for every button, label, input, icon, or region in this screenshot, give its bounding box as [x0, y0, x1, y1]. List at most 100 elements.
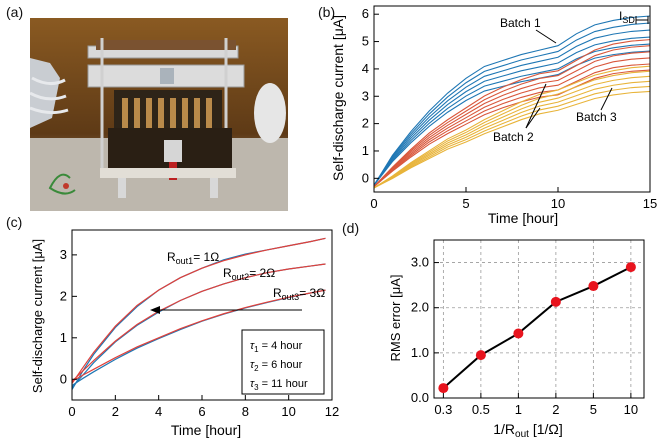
chart-c-ylabel: Self-discharge current [μA]: [30, 239, 45, 393]
batch1-line-6: [373, 15, 651, 186]
batch3-line-1: [373, 90, 651, 189]
chart-b-xtick-label: 5: [462, 196, 469, 211]
curve-label-rout3: Rout3= 3Ω: [273, 286, 325, 302]
chart-d-points: [438, 262, 636, 394]
chart-d-ticks: 0.3 0.5 1 2 5 10 0.0 1.0 2.0 3.0: [411, 255, 638, 417]
chart-b-ytick-label: 1: [362, 143, 369, 158]
chart-d-point: [588, 281, 599, 292]
chart-d-point: [438, 383, 449, 394]
batch3-line-2: [373, 85, 651, 189]
chart-d-ytick-label: 2.0: [411, 300, 429, 315]
curve-label-rout1: Rout1= 1Ω: [167, 250, 219, 266]
chart-d-point: [625, 262, 636, 273]
chart-b-xtick-label: 0: [370, 196, 377, 211]
chart-d-ytick-label: 1.0: [411, 345, 429, 360]
chart-d-xtick-label: 2: [552, 402, 559, 417]
chart-d-connector: [442, 266, 632, 389]
panel-label-a: (a): [6, 4, 24, 20]
batch1-label: Batch 1: [500, 16, 541, 30]
chart-c-xlabel: Time [hour]: [171, 422, 241, 438]
chart-b-ytick-label: 6: [362, 6, 369, 21]
chart-d-point: [513, 328, 524, 339]
batch2-line-3: [373, 57, 651, 187]
chart-c-xtick-label: 6: [198, 404, 205, 419]
chart-d-frame: [433, 239, 645, 399]
panel-label-d: (d): [342, 220, 360, 236]
chart-b-ylabel: Self-discharge current [μA]: [330, 15, 346, 181]
chart-d-point: [475, 350, 486, 361]
batch3-line-4: [373, 75, 651, 189]
chart-c-series-6: [71, 289, 326, 382]
chart-c-xtick-label: 10: [281, 404, 295, 419]
chart-d-ytick-label: 3.0: [411, 255, 429, 270]
batch1-line-5: [373, 22, 651, 186]
legend-tau2: τ2 = 6 hour: [250, 359, 303, 373]
chart-c-series-2: [71, 237, 326, 384]
chart-d-xtick-label: 1: [515, 402, 522, 417]
curve-label-rout2: Rout2= 2Ω: [223, 266, 275, 282]
batch3-pointer: [600, 87, 613, 111]
batch2-line-1: [373, 69, 651, 187]
legend-tau1: τ1 = 4 hour: [250, 340, 303, 354]
chart-d-xtick-label: 0.3: [434, 402, 452, 417]
chart-d-xtick-label: 0.5: [472, 402, 490, 417]
chart-c-xtick-label: 12: [325, 404, 339, 419]
batch1-line-4: [373, 29, 651, 186]
chart-d-xtick-label: 5: [590, 402, 597, 417]
chart-b-xlabel: Time [hour]: [488, 210, 558, 226]
panel-label-c: (c): [6, 214, 23, 230]
batch2-label: Batch 2: [493, 130, 534, 144]
chart-c-series-4: [71, 263, 326, 382]
chart-d: 0.3 0.5 1 2 5 10 0.0 1.0 2.0 3.0 1/Rout [1/Ω] RMS…: [388, 239, 645, 440]
chart-b-ytick-label: 4: [362, 61, 369, 76]
batch2-line-4: [373, 51, 651, 187]
chart-d-point: [550, 296, 561, 307]
trend-arrow-head: [150, 306, 160, 314]
chart-c-xtick-label: 4: [155, 404, 162, 419]
chart-b-lines: [373, 15, 651, 189]
chart-d-ytick-label: 0.0: [411, 390, 429, 405]
batch2-line-6: [373, 39, 651, 187]
chart-c-lines: [71, 237, 326, 390]
batch2-line-2: [373, 63, 651, 187]
chart-c-xtick-label: 0: [68, 404, 75, 419]
chart-c-ytick-label: 3: [60, 247, 67, 262]
chart-c-xtick-label: 2: [112, 404, 119, 419]
chart-c-ytick-label: 1: [60, 330, 67, 345]
chart-c-xtick-label: 8: [242, 404, 249, 419]
chart-b-xtick-label: 15: [643, 196, 657, 211]
batch2-line-5: [373, 45, 651, 187]
setup-photo: [30, 18, 288, 211]
chart-b-ytick-label: 3: [362, 88, 369, 103]
chart-b-ticks: 0 5 10 15 0 1 2 3 4 5 6: [362, 6, 657, 211]
chart-b: 0 5 10 15 0 1 2 3 4 5 6 Time [hour] Self-discharge…: [330, 5, 657, 226]
batch3-line-6: [373, 65, 651, 189]
chart-b-frame: [373, 5, 651, 193]
chart-b-ytick-label: 5: [362, 34, 369, 49]
batch2-pointer-b: [525, 107, 541, 129]
batch1-line-3: [373, 36, 651, 186]
chart-b-ytick-label: 0: [362, 170, 369, 185]
chart-b-xtick-label: 10: [551, 196, 565, 211]
chart-c-legend-box: [241, 329, 325, 395]
batch1-line-1: [373, 50, 651, 186]
batch1-line-2: [373, 43, 651, 186]
chart-b-ytick-label: 2: [362, 116, 369, 131]
batch3-line-3: [373, 80, 651, 189]
chart-d-line: [442, 266, 632, 389]
chart-c-ytick-label: 0: [60, 371, 67, 386]
batch3-line-5: [373, 70, 651, 189]
legend-tau3: τ3 = 11 hour: [250, 378, 308, 392]
chart-d-xlabel: 1/Rout [1/Ω]: [493, 421, 563, 440]
chart-d-xtick-label: 10: [624, 402, 638, 417]
panel-label-b: (b): [318, 4, 336, 20]
batch1-pointer: [535, 29, 557, 44]
batch3-label: Batch 3: [576, 110, 617, 124]
chart-d-ylabel: RMS error [μA]: [388, 275, 403, 362]
batch2-pointer-a: [525, 83, 547, 129]
chart-c-ytick-label: 2: [60, 288, 67, 303]
chart-d-grid: [434, 240, 644, 399]
isd-label: ISD: [619, 9, 635, 25]
